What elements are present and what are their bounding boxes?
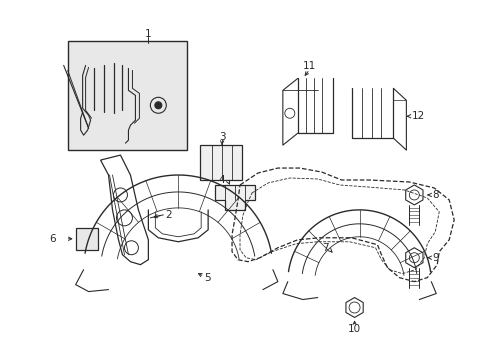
Text: 11: 11	[303, 62, 316, 71]
Text: 8: 8	[431, 190, 438, 200]
Text: 4: 4	[218, 175, 225, 185]
Text: 9: 9	[431, 253, 438, 263]
Bar	[200, 145, 242, 180]
Text: 2: 2	[164, 210, 171, 220]
Text: 12: 12	[410, 111, 424, 121]
Text: 3: 3	[218, 132, 225, 142]
Circle shape	[155, 102, 162, 109]
Polygon shape	[215, 185, 254, 210]
Text: 1: 1	[145, 28, 151, 39]
Text: 6: 6	[49, 234, 56, 244]
Bar	[67, 41, 187, 150]
Bar	[76, 228, 98, 250]
Text: 5: 5	[203, 273, 210, 283]
Text: 7: 7	[322, 243, 328, 253]
Text: 10: 10	[347, 324, 361, 334]
